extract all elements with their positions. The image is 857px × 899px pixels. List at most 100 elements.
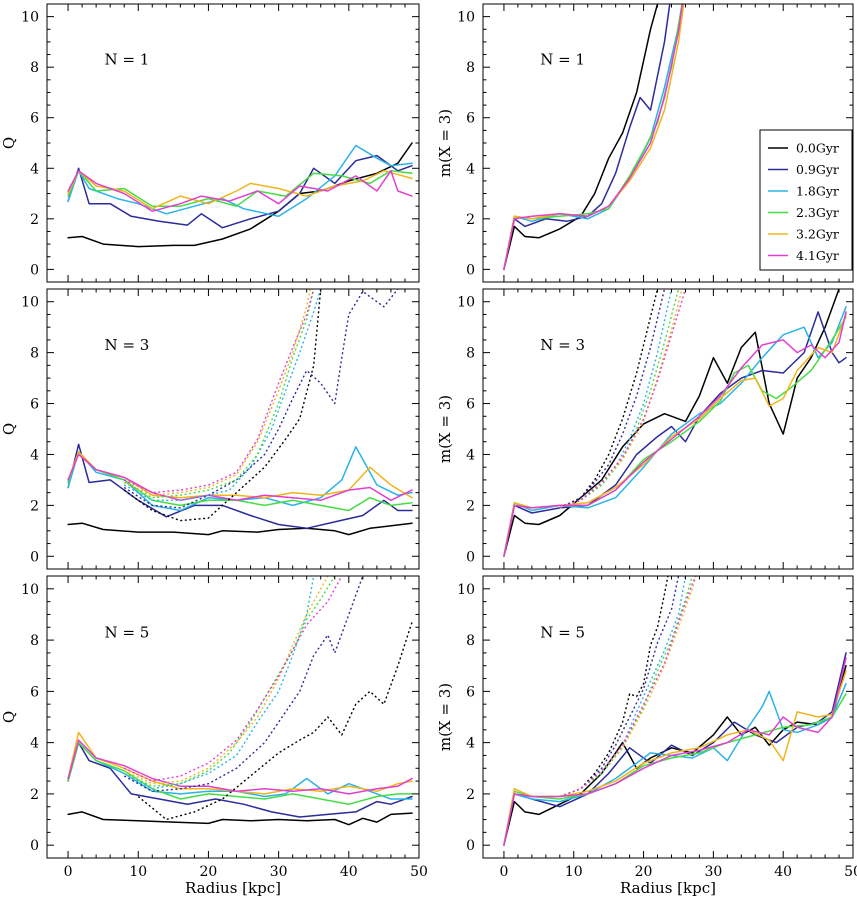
series-0.9Gyr-solid <box>503 4 671 271</box>
legend-box <box>759 129 853 271</box>
y-tick-label: 2 <box>466 212 475 228</box>
y-tick-label: 2 <box>466 498 475 514</box>
series-1.8Gyr-solid <box>503 682 847 846</box>
series-3.2Gyr-dotted <box>559 576 697 798</box>
series-1.8Gyr-solid <box>67 446 413 512</box>
y-tick-label: 0 <box>466 262 475 278</box>
series-0.9Gyr-solid <box>67 154 413 229</box>
y-tick-label: 6 <box>466 684 475 700</box>
series-group <box>67 289 413 536</box>
y-tick-label: 8 <box>466 346 475 362</box>
series-3.2Gyr-solid <box>67 731 413 795</box>
y-tick-label: 6 <box>30 397 39 413</box>
series-group <box>503 4 685 271</box>
series-0.9Gyr-dotted <box>559 289 666 509</box>
series-1.8Gyr-dotted <box>123 289 322 501</box>
series-0.0Gyr-dotted <box>123 289 322 522</box>
panel-label: N = 3 <box>105 336 150 354</box>
legend-label-2.3Gyr: 2.3Gyr <box>796 205 839 220</box>
x-tick-label: 30 <box>270 864 288 880</box>
series-0.9Gyr-solid <box>503 311 847 558</box>
y-tick-label: 8 <box>30 60 39 76</box>
series-4.1Gyr-solid <box>503 311 847 558</box>
series-0.9Gyr-dotted <box>123 576 364 792</box>
series-4.1Gyr-solid <box>503 4 684 271</box>
series-4.1Gyr-solid <box>67 170 413 212</box>
y-tick-label: 4 <box>466 736 475 752</box>
y-tick-label: 6 <box>30 111 39 127</box>
series-2.3Gyr-dotted <box>123 289 315 499</box>
y-tick-label: 6 <box>466 397 475 413</box>
y-tick-label: 0 <box>466 549 475 565</box>
y-tick-label: 0 <box>466 838 475 854</box>
legend-label-0.0Gyr: 0.0Gyr <box>796 141 839 156</box>
y-tick-label: 8 <box>30 633 39 649</box>
y-tick-label: 10 <box>21 10 39 26</box>
y-axis-title: m(X = 3) <box>436 683 454 751</box>
y-axis-title: m(X = 3) <box>436 395 454 463</box>
panel-1: 0 2 4 6 8 10 Q N = 1 <box>0 3 420 283</box>
series-2.3Gyr-solid <box>503 4 683 271</box>
plot-frame <box>46 288 420 570</box>
y-tick-label: 10 <box>457 582 475 598</box>
series-3.2Gyr-dotted <box>123 289 311 496</box>
series-2.3Gyr-dotted <box>559 576 694 798</box>
panel-3: 0 2 4 6 8 10 Q N = 3 <box>0 288 420 570</box>
panel-6: 0 2 4 6 8 10 0 10 20 30 40 50 m(X = 3) Radius [kpc] N … <box>436 575 857 897</box>
series-2.3Gyr-dotted <box>559 289 680 509</box>
series-1.8Gyr-dotted <box>559 576 687 798</box>
series-4.1Gyr-dotted <box>123 576 343 782</box>
y-tick-label: 4 <box>466 447 475 463</box>
x-tick-label: 20 <box>200 864 218 880</box>
series-0.0Gyr-solid <box>67 811 413 826</box>
panel-label: N = 5 <box>105 624 150 642</box>
y-tick-label: 2 <box>30 787 39 803</box>
series-1.8Gyr-solid <box>503 4 684 271</box>
legend-label-1.8Gyr: 1.8Gyr <box>796 184 839 199</box>
y-tick-label: 8 <box>466 633 475 649</box>
series-2.3Gyr-solid <box>67 741 413 805</box>
x-axis-title: Radius [kpc] <box>185 879 281 897</box>
series-2.3Gyr-solid <box>67 451 413 512</box>
y-axis-title: Q <box>0 137 18 149</box>
legend: 0.0Gyr 0.9Gyr 1.8Gyr 2.3Gyr 3.2Gyr 4.1Gyr <box>759 129 853 271</box>
series-3.2Gyr-dotted <box>559 289 683 509</box>
y-tick-label: 6 <box>466 111 475 127</box>
x-tick-label: 0 <box>499 864 508 880</box>
y-tick-label: 2 <box>30 498 39 514</box>
series-4.1Gyr-solid <box>67 453 413 502</box>
y-tick-label: 10 <box>21 582 39 598</box>
y-tick-label: 8 <box>30 346 39 362</box>
series-4.1Gyr-dotted <box>559 576 697 798</box>
y-tick-label: 0 <box>30 549 39 565</box>
x-tick-label: 30 <box>704 864 722 880</box>
series-2.3Gyr-solid <box>503 693 847 846</box>
series-1.8Gyr-dotted <box>123 576 315 790</box>
series-0.9Gyr-solid <box>67 443 413 530</box>
series-0.9Gyr-dotted <box>559 576 680 798</box>
series-4.1Gyr-solid <box>503 657 847 846</box>
panel-4: 0 2 4 6 8 10 m(X = 3) N = 3 <box>436 288 854 570</box>
x-tick-label: 40 <box>774 864 792 880</box>
x-tick-label: 50 <box>844 864 857 880</box>
series-0.0Gyr-dotted <box>559 576 669 798</box>
x-tick-label: 10 <box>565 864 583 880</box>
y-tick-label: 2 <box>30 212 39 228</box>
series-0.9Gyr-dotted <box>123 289 399 509</box>
series-1.8Gyr-solid <box>67 144 413 218</box>
y-tick-label: 4 <box>30 161 39 177</box>
y-tick-label: 4 <box>466 161 475 177</box>
y-tick-label: 10 <box>457 10 475 26</box>
x-tick-label: 40 <box>340 864 358 880</box>
panel-2: 0 2 4 6 8 10 m(X = 3) N = 1 0.0Gyr 0.9Gyr 1.8Gyr 2.… <box>436 3 854 283</box>
y-tick-label: 6 <box>30 684 39 700</box>
panel-label: N = 1 <box>105 51 150 69</box>
y-tick-label: 8 <box>466 60 475 76</box>
series-3.2Gyr-dotted <box>123 576 329 785</box>
series-0.0Gyr-solid <box>503 4 659 271</box>
series-group <box>503 289 847 558</box>
series-0.0Gyr-solid <box>503 289 840 558</box>
x-axis-title: Radius [kpc] <box>620 879 716 897</box>
panel-label: N = 5 <box>540 624 585 642</box>
